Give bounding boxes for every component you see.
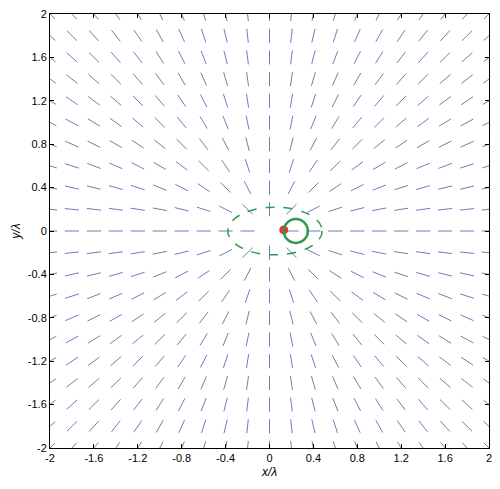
svg-text:-0.8: -0.8 xyxy=(28,312,47,324)
svg-text:1.6: 1.6 xyxy=(32,51,47,63)
svg-text:1.6: 1.6 xyxy=(437,452,452,464)
svg-text:0.4: 0.4 xyxy=(32,181,47,193)
svg-text:0.8: 0.8 xyxy=(32,138,47,150)
svg-text:0.8: 0.8 xyxy=(350,452,365,464)
svg-text:0: 0 xyxy=(41,225,47,237)
svg-text:1.2: 1.2 xyxy=(394,452,409,464)
svg-text:x/λ: x/λ xyxy=(261,465,277,479)
svg-text:-1.2: -1.2 xyxy=(128,452,147,464)
svg-text:-0.4: -0.4 xyxy=(216,452,235,464)
svg-text:-2: -2 xyxy=(45,452,55,464)
svg-text:-2: -2 xyxy=(37,442,47,454)
svg-text:-0.4: -0.4 xyxy=(28,268,47,280)
svg-text:-1.6: -1.6 xyxy=(28,398,47,410)
svg-text:-1.6: -1.6 xyxy=(84,452,103,464)
svg-text:-1.2: -1.2 xyxy=(28,355,47,367)
svg-text:0.4: 0.4 xyxy=(306,452,321,464)
svg-text:1.2: 1.2 xyxy=(32,95,47,107)
svg-text:2: 2 xyxy=(486,452,492,464)
svg-text:-0.8: -0.8 xyxy=(172,452,191,464)
svg-text:y/λ: y/λ xyxy=(9,223,23,239)
svg-text:2: 2 xyxy=(41,8,47,20)
svg-text:0: 0 xyxy=(266,452,272,464)
